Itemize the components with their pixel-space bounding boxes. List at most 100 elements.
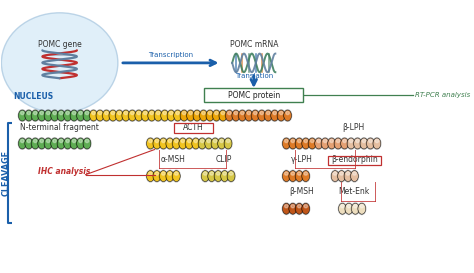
Ellipse shape bbox=[354, 138, 362, 149]
Ellipse shape bbox=[169, 111, 173, 115]
FancyBboxPatch shape bbox=[204, 88, 303, 102]
Ellipse shape bbox=[174, 172, 178, 175]
Ellipse shape bbox=[279, 111, 283, 115]
Ellipse shape bbox=[168, 172, 172, 175]
Ellipse shape bbox=[344, 171, 352, 182]
Ellipse shape bbox=[271, 110, 279, 121]
Ellipse shape bbox=[337, 170, 346, 182]
Ellipse shape bbox=[182, 111, 186, 115]
Ellipse shape bbox=[354, 204, 357, 208]
Ellipse shape bbox=[144, 111, 147, 115]
Ellipse shape bbox=[192, 138, 200, 149]
Ellipse shape bbox=[70, 138, 78, 149]
Ellipse shape bbox=[226, 139, 230, 143]
Ellipse shape bbox=[173, 138, 180, 149]
Ellipse shape bbox=[201, 139, 204, 143]
Ellipse shape bbox=[351, 203, 359, 215]
Ellipse shape bbox=[208, 171, 216, 182]
Ellipse shape bbox=[153, 138, 161, 149]
Ellipse shape bbox=[31, 138, 39, 149]
Ellipse shape bbox=[338, 203, 346, 215]
Ellipse shape bbox=[340, 172, 343, 175]
Ellipse shape bbox=[298, 204, 301, 208]
Ellipse shape bbox=[185, 138, 193, 149]
Ellipse shape bbox=[266, 111, 270, 115]
Ellipse shape bbox=[283, 170, 290, 182]
Ellipse shape bbox=[135, 110, 143, 121]
Ellipse shape bbox=[31, 110, 39, 121]
Ellipse shape bbox=[128, 110, 137, 121]
Ellipse shape bbox=[205, 138, 213, 149]
Ellipse shape bbox=[57, 138, 65, 149]
Ellipse shape bbox=[226, 110, 233, 121]
Ellipse shape bbox=[72, 111, 76, 115]
Ellipse shape bbox=[211, 138, 219, 149]
Ellipse shape bbox=[336, 139, 340, 143]
Ellipse shape bbox=[155, 110, 162, 121]
Ellipse shape bbox=[310, 139, 314, 143]
Ellipse shape bbox=[358, 203, 366, 215]
Ellipse shape bbox=[298, 172, 301, 175]
Ellipse shape bbox=[25, 110, 33, 121]
Ellipse shape bbox=[53, 139, 56, 143]
Ellipse shape bbox=[79, 139, 82, 143]
Text: ACTH: ACTH bbox=[183, 123, 204, 132]
Ellipse shape bbox=[46, 111, 50, 115]
Ellipse shape bbox=[174, 110, 182, 121]
Text: NUCLEUS: NUCLEUS bbox=[13, 92, 54, 101]
Ellipse shape bbox=[203, 172, 207, 175]
Text: β-endorphin: β-endorphin bbox=[331, 155, 378, 164]
Ellipse shape bbox=[334, 138, 342, 149]
Ellipse shape bbox=[289, 203, 297, 215]
Text: N-terminal fragment: N-terminal fragment bbox=[20, 123, 99, 132]
Ellipse shape bbox=[356, 139, 359, 143]
Ellipse shape bbox=[122, 110, 130, 121]
Ellipse shape bbox=[193, 110, 201, 121]
Text: β-LPH: β-LPH bbox=[342, 123, 364, 132]
Ellipse shape bbox=[146, 171, 155, 182]
Ellipse shape bbox=[159, 170, 167, 182]
Ellipse shape bbox=[173, 170, 180, 182]
Ellipse shape bbox=[20, 139, 24, 143]
Ellipse shape bbox=[302, 138, 310, 149]
Ellipse shape bbox=[57, 138, 65, 149]
Ellipse shape bbox=[346, 172, 350, 175]
Ellipse shape bbox=[341, 138, 348, 149]
Ellipse shape bbox=[179, 138, 187, 149]
Ellipse shape bbox=[271, 110, 279, 121]
Ellipse shape bbox=[304, 204, 308, 208]
Ellipse shape bbox=[295, 203, 303, 215]
Ellipse shape bbox=[215, 111, 218, 115]
Ellipse shape bbox=[277, 110, 285, 121]
Ellipse shape bbox=[331, 170, 339, 182]
Ellipse shape bbox=[345, 203, 353, 215]
Ellipse shape bbox=[70, 110, 78, 121]
Ellipse shape bbox=[291, 139, 295, 143]
Ellipse shape bbox=[219, 110, 227, 121]
Ellipse shape bbox=[166, 170, 174, 182]
Ellipse shape bbox=[341, 138, 348, 149]
Ellipse shape bbox=[245, 110, 253, 121]
Ellipse shape bbox=[111, 111, 115, 115]
Ellipse shape bbox=[291, 204, 295, 208]
Ellipse shape bbox=[216, 172, 220, 175]
Ellipse shape bbox=[202, 111, 205, 115]
Ellipse shape bbox=[96, 110, 104, 121]
Ellipse shape bbox=[51, 138, 59, 149]
Ellipse shape bbox=[40, 111, 44, 115]
Ellipse shape bbox=[166, 171, 173, 182]
Ellipse shape bbox=[289, 138, 297, 149]
Ellipse shape bbox=[260, 111, 264, 115]
Ellipse shape bbox=[34, 111, 37, 115]
Ellipse shape bbox=[211, 138, 219, 149]
Ellipse shape bbox=[232, 110, 240, 121]
Text: CLIP: CLIP bbox=[215, 155, 232, 164]
Ellipse shape bbox=[366, 138, 374, 149]
Text: IHC analysis: IHC analysis bbox=[38, 167, 90, 176]
Ellipse shape bbox=[57, 110, 65, 121]
Ellipse shape bbox=[198, 138, 206, 149]
Ellipse shape bbox=[283, 203, 290, 215]
Ellipse shape bbox=[83, 110, 91, 121]
Ellipse shape bbox=[358, 203, 365, 214]
Ellipse shape bbox=[180, 110, 188, 121]
